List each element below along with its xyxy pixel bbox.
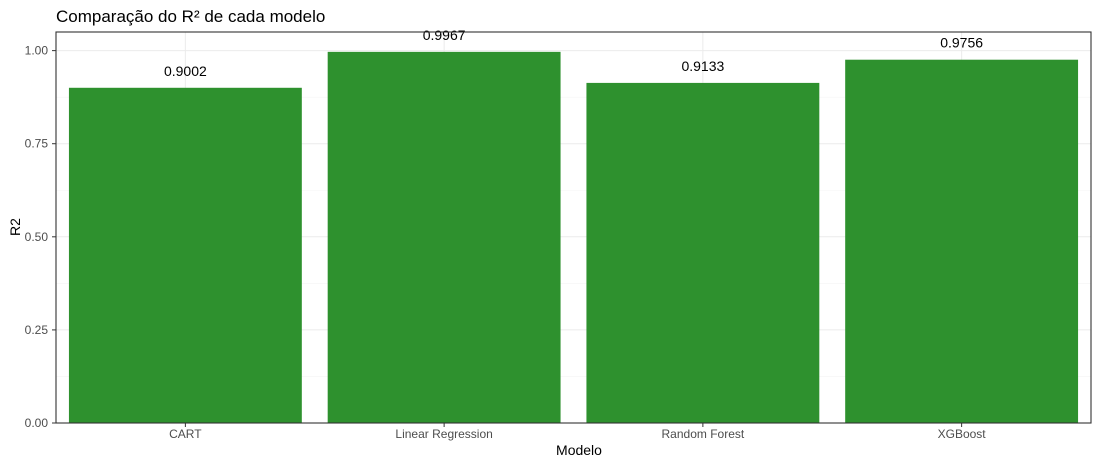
- y-tick-label: 0.00: [25, 416, 49, 430]
- x-tick-label: Random Forest: [662, 427, 745, 441]
- data-labels: 0.9002 0.9967 0.9133 0.9756: [164, 27, 983, 79]
- bars: [68, 51, 1079, 424]
- bar-value-label: 0.9133: [681, 58, 724, 74]
- x-tick-label: XGBoost: [938, 427, 987, 441]
- x-axis-title: Modelo: [556, 442, 602, 458]
- plot-panel-border: [55, 31, 1092, 424]
- bar-value-label: 0.9002: [164, 63, 207, 79]
- x-tick-label: CART: [169, 427, 202, 441]
- x-tick-label: Linear Regression: [395, 427, 492, 441]
- bar-value-label: 0.9967: [423, 27, 466, 43]
- y-axis-title: R2: [7, 218, 23, 236]
- bar: [586, 82, 820, 423]
- y-tick-label: 0.75: [25, 137, 49, 151]
- y-axis: 0.00 0.25 0.50 0.75 1.00: [25, 44, 56, 430]
- y-tick-label: 0.25: [25, 323, 49, 337]
- chart-title: Comparação do R² de cada modelo: [56, 7, 325, 26]
- y-tick-label: 0.50: [25, 230, 49, 244]
- x-axis: CART Linear Regression Random Forest XGBoos…: [169, 423, 986, 441]
- bar-value-label: 0.9756: [940, 35, 983, 51]
- y-tick-label: 1.00: [25, 44, 49, 58]
- bar: [68, 87, 302, 424]
- bar: [327, 51, 561, 424]
- bar: [845, 59, 1079, 424]
